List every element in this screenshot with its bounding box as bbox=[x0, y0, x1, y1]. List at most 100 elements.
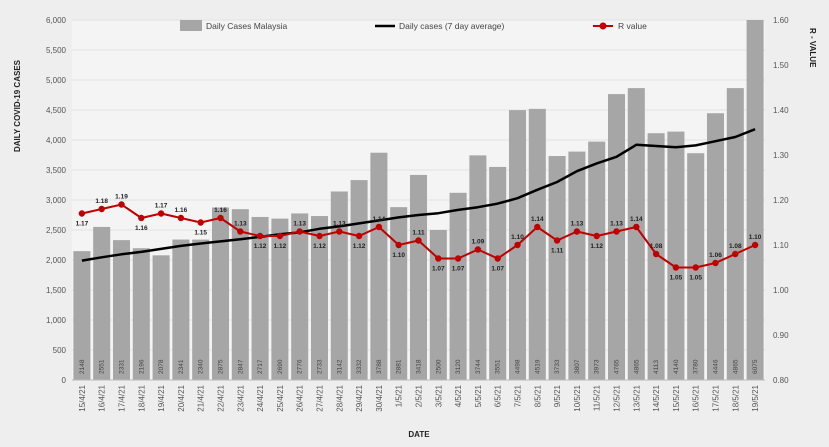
r-value-label: 1.13 bbox=[293, 221, 306, 228]
r-value-marker bbox=[751, 241, 759, 249]
bar bbox=[291, 213, 309, 380]
r-value-label: 1.11 bbox=[412, 230, 425, 237]
r-value-layer: 1.17 1.18 1.19 1.16 1.17 1.16 1.15 1.16 1.13 1.12… bbox=[76, 194, 762, 282]
bar-value-label: 4765 bbox=[614, 359, 621, 374]
x-tick-label: 15/4/21 bbox=[78, 384, 87, 411]
r-value-marker bbox=[395, 241, 402, 249]
r-value-label: 1.05 bbox=[689, 275, 702, 282]
x-tick-label: 27/4/21 bbox=[316, 384, 325, 411]
x-tick-label: 1/5/21 bbox=[395, 384, 404, 407]
x-tick-label: 28/4/21 bbox=[335, 384, 344, 411]
x-tick-label: 21/4/21 bbox=[197, 384, 206, 411]
r-value-label: 1.15 bbox=[194, 230, 207, 237]
r-value-marker bbox=[256, 232, 264, 240]
x-tick-label: 20/4/21 bbox=[177, 384, 186, 411]
x-tick-label: 4/5/21 bbox=[454, 384, 463, 407]
bar-value-label: 2500 bbox=[435, 359, 442, 374]
r-value-label: 1.14 bbox=[531, 216, 544, 223]
x-tick-label: 17/4/21 bbox=[118, 384, 127, 411]
x-tick-label: 16/5/21 bbox=[692, 384, 701, 411]
y-tick-label: 5,500 bbox=[46, 46, 67, 55]
y-tick-label: 2,000 bbox=[46, 256, 67, 265]
x-tick-label: 24/4/21 bbox=[256, 384, 265, 411]
r-value-label: 1.12 bbox=[313, 243, 326, 250]
x-tick-label: 15/5/21 bbox=[672, 384, 681, 411]
x-tick-label: 13/5/21 bbox=[632, 384, 641, 411]
r-value-marker bbox=[732, 250, 739, 258]
y-tick-label: 0 bbox=[62, 376, 67, 385]
bar bbox=[211, 207, 230, 380]
r-value-label: 1.17 bbox=[155, 203, 168, 210]
r-value-marker bbox=[692, 264, 699, 271]
legend-r-marker bbox=[599, 22, 607, 30]
r-value-marker bbox=[138, 214, 145, 222]
r-value-marker bbox=[375, 223, 383, 231]
x-tick-label: 19/5/21 bbox=[751, 384, 760, 411]
bar-value-label: 2733 bbox=[317, 359, 324, 374]
r-value-marker bbox=[494, 255, 501, 262]
r-value-marker bbox=[415, 237, 422, 244]
r-value-label: 1.08 bbox=[650, 243, 663, 250]
r-value-marker bbox=[98, 205, 105, 213]
bar-value-label: 3551 bbox=[495, 359, 502, 374]
y-tick-label: 2,500 bbox=[46, 226, 67, 235]
bar-value-label: 3120 bbox=[455, 359, 462, 374]
bar-value-label: 4498 bbox=[515, 359, 522, 374]
bar bbox=[271, 218, 289, 380]
bar bbox=[112, 240, 131, 380]
r-value-marker bbox=[336, 228, 343, 235]
legend-avg-label: Daily cases (7 day average) bbox=[399, 21, 505, 31]
r-value-label: 1.12 bbox=[353, 243, 366, 250]
r-value-marker bbox=[217, 214, 224, 222]
bar-value-label: 2875 bbox=[218, 359, 225, 374]
r-value-marker bbox=[514, 241, 521, 249]
x-tick-label: 6/5/21 bbox=[494, 384, 503, 407]
y-tick-label: 3,500 bbox=[46, 166, 67, 175]
r-value-label: 1.08 bbox=[729, 243, 742, 250]
bar-value-label: 2196 bbox=[138, 359, 145, 374]
r-value-label: 1.10 bbox=[749, 234, 762, 241]
r-value-marker bbox=[435, 255, 442, 262]
bar bbox=[370, 152, 388, 380]
bar bbox=[667, 131, 685, 380]
r-value-marker bbox=[553, 237, 561, 244]
x-tick-label: 30/4/21 bbox=[375, 384, 384, 411]
r-value-label: 1.10 bbox=[511, 234, 524, 241]
r-value-marker bbox=[355, 232, 363, 240]
bar-value-label: 3780 bbox=[693, 359, 700, 374]
r-value-marker bbox=[157, 210, 165, 217]
y-tick-label: 3,000 bbox=[46, 196, 67, 205]
legend: Daily Cases Malaysia Daily cases (7 day … bbox=[180, 20, 647, 31]
r-value-label: 1.16 bbox=[135, 225, 148, 232]
r-value-marker bbox=[316, 232, 323, 240]
x-tick-label: 26/4/21 bbox=[296, 384, 305, 411]
bar-label-layer: 2148 2551 2331 2196 2078 2341 2340 2875 2847 2717… bbox=[79, 359, 759, 374]
r-value-marker bbox=[593, 232, 600, 240]
bar-value-label: 2331 bbox=[119, 359, 126, 374]
x-tick-label: 2/5/21 bbox=[415, 384, 424, 407]
r-value-marker bbox=[652, 250, 660, 258]
x-tick-label: 10/5/21 bbox=[573, 384, 582, 411]
r-value-marker bbox=[197, 219, 204, 226]
legend-r-label: R value bbox=[618, 21, 647, 31]
y2-tick-label: 1.10 bbox=[773, 241, 789, 250]
bar bbox=[172, 239, 190, 380]
r-value-marker bbox=[118, 201, 125, 208]
bar-value-label: 3332 bbox=[356, 359, 363, 374]
r-value-label: 1.13 bbox=[234, 221, 247, 228]
bar-value-label: 4446 bbox=[713, 359, 720, 374]
y-tick-label: 4,000 bbox=[46, 136, 67, 145]
r-value-label: 1.18 bbox=[95, 198, 108, 205]
legend-bar-swatch bbox=[180, 20, 202, 31]
x-tick-label: 16/4/21 bbox=[98, 384, 107, 411]
r-value-label: 1.07 bbox=[491, 266, 504, 273]
r-value-marker bbox=[237, 228, 244, 235]
r-value-marker bbox=[534, 223, 541, 231]
y2-tick-label: 0.90 bbox=[773, 331, 789, 340]
x-tick-label: 22/4/21 bbox=[217, 384, 226, 411]
r-value-marker bbox=[296, 228, 303, 235]
r-value-marker bbox=[672, 264, 680, 271]
bar bbox=[152, 255, 170, 380]
